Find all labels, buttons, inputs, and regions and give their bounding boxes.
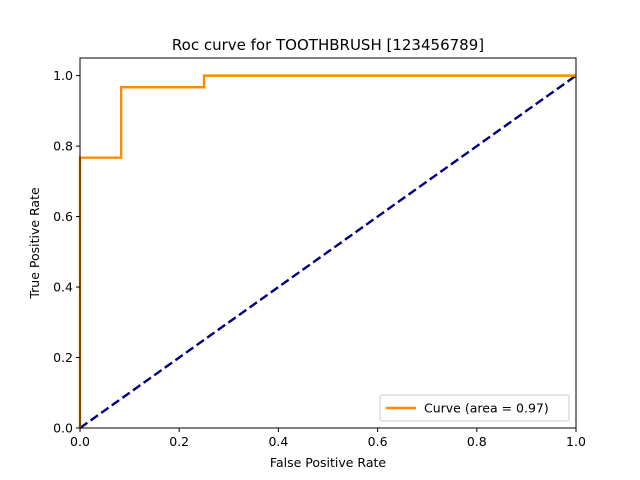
legend-label: Curve (area = 0.97) [424, 401, 549, 416]
legend: Curve (area = 0.97) [379, 394, 570, 422]
x-tick-label: 0.0 [70, 434, 90, 449]
x-tick-label: 1.0 [566, 434, 586, 449]
x-tick-label: 0.2 [169, 434, 189, 449]
y-tick-label: 0.6 [53, 209, 73, 224]
y-tick-label: 0.8 [53, 139, 73, 154]
x-tick-label: 0.8 [467, 434, 487, 449]
x-tick-label: 0.4 [268, 434, 288, 449]
chance-diagonal-line [79, 74, 577, 429]
axes: 0.0 0.2 0.4 0.6 0.8 1.0 0.0 0.2 0.4 0.6 0.8 1.0 [53, 68, 586, 449]
y-tick-label: 0.0 [53, 421, 73, 436]
x-tick-label: 0.6 [368, 434, 388, 449]
y-tick-label: 0.4 [53, 280, 73, 295]
y-tick-label: 0.2 [53, 350, 73, 365]
x-axis-label: False Positive Rate [270, 455, 386, 470]
plot-area [78, 74, 577, 429]
y-tick-label: 1.0 [53, 68, 73, 83]
plot-frame [79, 57, 577, 429]
y-axis-label: True Positive Rate [27, 187, 42, 300]
chart-title: Roc curve for TOOTHBRUSH [123456789] [172, 36, 484, 54]
legend-box [379, 394, 570, 422]
